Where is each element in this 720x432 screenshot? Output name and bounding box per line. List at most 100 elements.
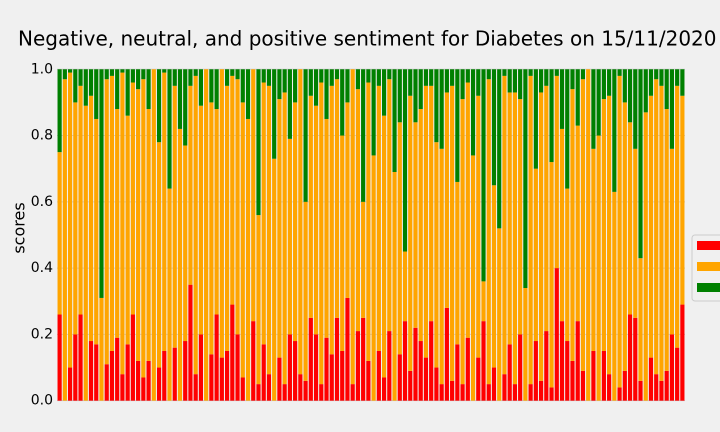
bar-segment (366, 360, 371, 401)
bar-segment (450, 380, 455, 401)
bar-segment (387, 79, 392, 332)
bar-segment (345, 297, 350, 401)
bar-segment (429, 321, 434, 401)
bar-segment (638, 380, 643, 401)
bar-segment (303, 380, 308, 401)
bar-segment (638, 258, 643, 381)
bar-segment (193, 69, 198, 76)
bar-segment (654, 374, 659, 401)
bar-segment (544, 85, 549, 332)
bar-segment (648, 69, 654, 96)
bar-segment (293, 341, 298, 401)
bar-segment (88, 341, 94, 401)
bar-segment (162, 72, 167, 351)
bar-segment (272, 69, 277, 159)
bar-segment (361, 317, 366, 401)
bar-segment (397, 122, 402, 355)
bar-segment (669, 69, 675, 149)
bar-segment (130, 69, 135, 83)
bar-segment (88, 95, 94, 342)
bar-segment (570, 89, 575, 361)
bar-segment (491, 367, 497, 401)
bar-segment (67, 72, 73, 368)
bar-segment (272, 158, 277, 401)
bar-segment (565, 188, 570, 342)
bar-segment (313, 69, 319, 106)
bar-segment (570, 69, 575, 90)
bar-segment (256, 384, 261, 401)
bar-segment (345, 69, 350, 103)
bar-segment (266, 69, 272, 86)
bar-segment (627, 122, 633, 315)
bar-segment (476, 357, 481, 401)
bar-segment (329, 85, 334, 355)
bar-segment (214, 69, 219, 110)
bar-segment (136, 360, 141, 401)
bar-segment (669, 334, 675, 401)
bar-segment (434, 367, 439, 401)
bar-segment (476, 69, 481, 96)
bar-segment (518, 99, 523, 335)
y-tick-label: 0.6 (31, 194, 53, 210)
bar-segment (209, 69, 214, 103)
bar-segment (659, 69, 664, 86)
y-tick-label: 0.4 (31, 260, 53, 276)
bar-segment (418, 69, 423, 110)
bar-segment (481, 281, 486, 322)
bar-segment (533, 341, 538, 401)
bar-segment (361, 201, 366, 318)
bar-segment (643, 69, 648, 113)
bar-segment (455, 344, 460, 401)
bar-segment (120, 69, 125, 73)
y-tick-label: 1.0 (31, 61, 53, 77)
bar-segment (381, 377, 387, 401)
bar-segment (565, 341, 570, 401)
bar-segment (355, 331, 361, 401)
bar-segment (219, 357, 224, 401)
bar-segment (512, 92, 518, 385)
bar-segment (497, 69, 502, 229)
bar-segment (544, 331, 549, 401)
bar-segment (319, 384, 324, 401)
bar-segment (198, 334, 204, 401)
bar-segment (408, 69, 413, 96)
bar-segment (476, 95, 481, 358)
bar-segment (198, 69, 204, 106)
bar-segment (298, 69, 303, 375)
bar-segment (109, 75, 115, 351)
legend-swatch (697, 283, 720, 292)
bar-segment (62, 69, 67, 80)
bar-segment (355, 69, 361, 90)
bar-segment (88, 69, 94, 96)
bar-segment (277, 69, 282, 100)
bar-segment (224, 85, 230, 351)
bar-segment (538, 69, 544, 93)
bar-segment (570, 360, 575, 401)
bar-segment (538, 92, 544, 381)
bar-segment (156, 69, 162, 143)
bar-segment (172, 85, 177, 348)
bar-segment (125, 69, 130, 116)
bar-segment (607, 69, 612, 96)
bar-segment (313, 334, 319, 401)
bar-segment (193, 374, 198, 401)
bar-segment (659, 85, 664, 381)
bar-segment (230, 75, 235, 305)
bar-segment (627, 314, 633, 401)
bar-segment (402, 321, 408, 401)
bar-segment (334, 69, 340, 80)
bar-segment (455, 69, 460, 182)
bar-segment (261, 344, 266, 401)
bar-segment (465, 69, 470, 83)
bar-segment (528, 75, 533, 385)
bar-segment (73, 334, 78, 401)
bar-segment (324, 118, 329, 338)
bar-segment (172, 347, 177, 401)
bar-segment (617, 75, 622, 388)
bar-segment (423, 85, 429, 358)
bar-segment (444, 307, 449, 401)
bar-segment (554, 69, 559, 76)
bar-segment (486, 384, 491, 401)
bar-segment (680, 69, 685, 96)
